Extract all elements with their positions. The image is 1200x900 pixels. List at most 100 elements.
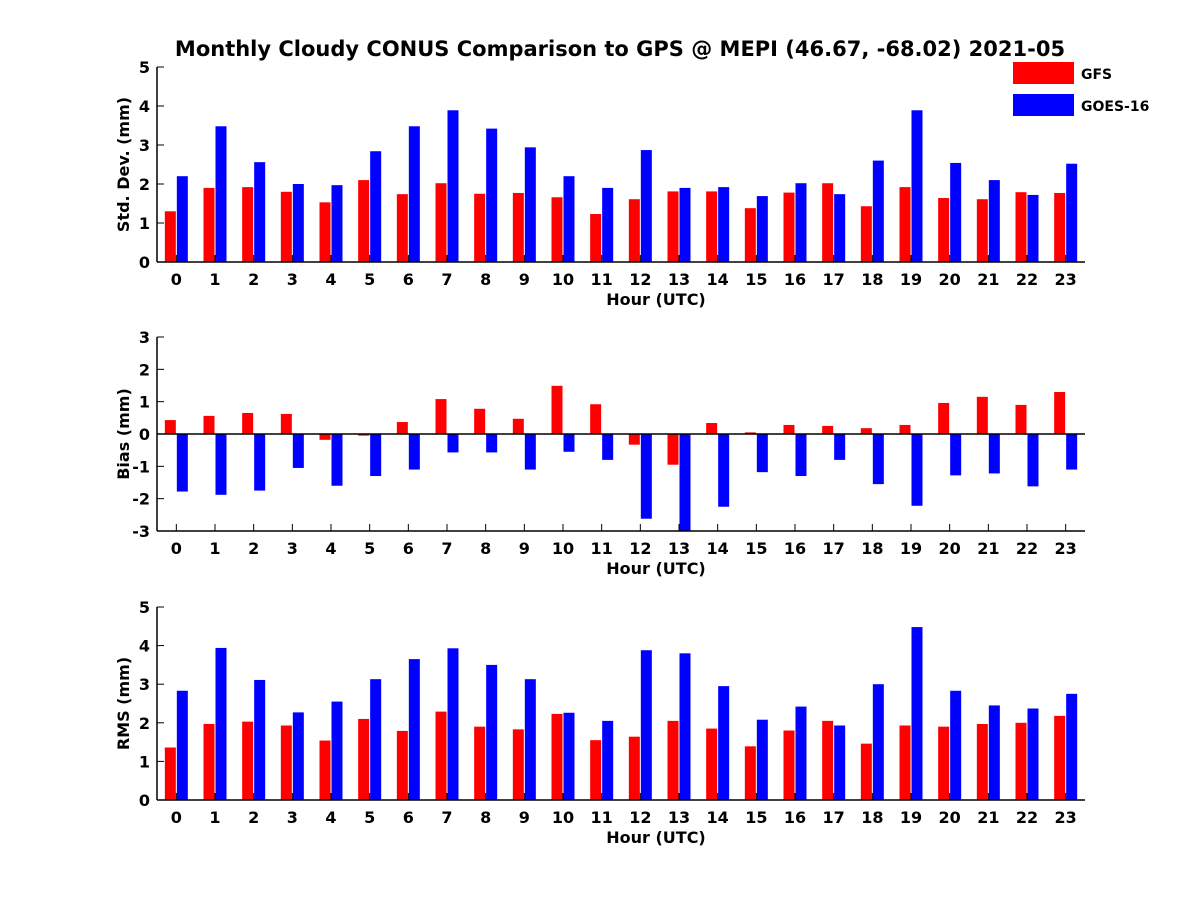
y-tick-label: -2 (132, 490, 150, 509)
bar-gfs-hour-3 (280, 413, 292, 434)
bar-goes-16-hour-22 (1027, 434, 1039, 487)
x-tick-label: 15 (745, 270, 767, 289)
bar-goes-16-hour-17 (834, 194, 846, 262)
bar-goes-16-hour-20 (950, 162, 962, 262)
bar-gfs-hour-3 (280, 191, 292, 262)
bar-gfs-hour-1 (203, 187, 215, 262)
bar-gfs-hour-11 (590, 740, 602, 800)
x-tick-label: 19 (900, 808, 922, 827)
bar-gfs-hour-15 (744, 432, 756, 434)
x-tick-label: 13 (668, 270, 690, 289)
bar-gfs-hour-2 (242, 412, 254, 434)
bar-gfs-hour-18 (860, 206, 872, 262)
bar-goes-16-hour-1 (215, 434, 227, 495)
x-tick-label: 8 (480, 270, 491, 289)
x-tick-label: 15 (745, 808, 767, 827)
bar-goes-16-hour-21 (988, 705, 1000, 800)
y-axis-label: Bias (mm) (114, 388, 133, 480)
x-axis-label: Hour (UTC) (606, 828, 706, 847)
bar-goes-16-hour-14 (718, 187, 730, 262)
x-tick-label: 16 (784, 539, 806, 558)
y-tick-label: 1 (139, 214, 150, 233)
bar-gfs-hour-4 (319, 202, 331, 262)
bar-goes-16-hour-23 (1066, 434, 1078, 470)
bar-gfs-hour-19 (899, 187, 911, 262)
x-tick-label: 20 (939, 539, 961, 558)
x-tick-label: 19 (900, 539, 922, 558)
bar-gfs-hour-20 (938, 198, 950, 262)
bar-goes-16-hour-12 (640, 150, 652, 262)
bar-gfs-hour-23 (1054, 192, 1066, 262)
bar-gfs-hour-16 (783, 730, 795, 800)
x-tick-label: 3 (287, 808, 298, 827)
bar-gfs-hour-22 (1015, 192, 1027, 262)
bar-gfs-hour-16 (783, 192, 795, 262)
x-tick-label: 3 (287, 539, 298, 558)
x-tick-label: 22 (1016, 539, 1038, 558)
bar-goes-16-hour-14 (718, 686, 730, 800)
bar-gfs-hour-12 (628, 434, 640, 445)
bar-gfs-hour-7 (435, 183, 447, 262)
bar-goes-16-hour-21 (988, 180, 1000, 262)
y-tick-label: 2 (139, 360, 150, 379)
x-tick-label: 12 (629, 270, 651, 289)
bar-gfs-hour-15 (744, 746, 756, 800)
x-tick-label: 5 (364, 808, 375, 827)
bar-goes-16-hour-16 (795, 706, 807, 800)
x-tick-label: 14 (707, 539, 729, 558)
bar-gfs-hour-19 (899, 424, 911, 434)
x-tick-label: 13 (668, 808, 690, 827)
bar-goes-16-hour-20 (950, 690, 962, 800)
bar-goes-16-hour-12 (640, 434, 652, 519)
bar-gfs-hour-20 (938, 402, 950, 434)
bar-gfs-hour-11 (590, 214, 602, 262)
legend: GFS GOES-16 (1013, 62, 1149, 116)
bar-gfs-hour-22 (1015, 722, 1027, 800)
bar-goes-16-hour-18 (872, 434, 884, 485)
bar-gfs-hour-23 (1054, 715, 1066, 800)
y-tick-label: -3 (132, 522, 150, 541)
x-tick-label: 9 (519, 539, 530, 558)
x-tick-label: 23 (1055, 270, 1077, 289)
bar-goes-16-hour-3 (292, 712, 304, 800)
bar-gfs-hour-10 (551, 713, 563, 800)
bar-gfs-hour-7 (435, 711, 447, 800)
bar-goes-16-hour-17 (834, 434, 846, 460)
bar-goes-16-hour-18 (872, 684, 884, 800)
bar-gfs-hour-12 (628, 199, 640, 262)
bar-goes-16-hour-8 (486, 664, 498, 800)
x-tick-label: 17 (823, 270, 845, 289)
bar-goes-16-hour-0 (176, 434, 188, 492)
x-tick-label: 0 (171, 270, 182, 289)
bar-goes-16-hour-23 (1066, 163, 1078, 262)
x-tick-label: 22 (1016, 808, 1038, 827)
bar-goes-16-hour-7 (447, 110, 459, 262)
x-tick-label: 9 (519, 270, 530, 289)
x-tick-label: 4 (325, 539, 336, 558)
bar-gfs-hour-8 (474, 408, 486, 434)
x-tick-label: 14 (707, 808, 729, 827)
y-tick-label: 2 (139, 714, 150, 733)
bar-gfs-hour-7 (435, 399, 447, 434)
bar-gfs-hour-13 (667, 191, 679, 262)
bar-goes-16-hour-11 (602, 187, 614, 262)
x-tick-label: 5 (364, 270, 375, 289)
bar-goes-16-hour-19 (911, 110, 923, 262)
x-tick-label: 4 (325, 270, 336, 289)
bar-gfs-hour-18 (860, 743, 872, 800)
bar-goes-16-hour-3 (292, 184, 304, 262)
bar-gfs-hour-14 (706, 728, 718, 800)
bar-gfs-hour-10 (551, 197, 563, 262)
x-tick-label: 3 (287, 270, 298, 289)
bar-gfs-hour-9 (512, 192, 524, 262)
bar-goes-16-hour-7 (447, 648, 459, 800)
x-tick-label: 22 (1016, 270, 1038, 289)
x-tick-label: 20 (939, 270, 961, 289)
x-tick-label: 2 (248, 808, 259, 827)
bar-goes-16-hour-12 (640, 650, 652, 800)
bar-goes-16-hour-13 (679, 187, 691, 262)
y-tick-label: 4 (139, 637, 150, 656)
bar-goes-16-hour-7 (447, 434, 459, 453)
bar-goes-16-hour-15 (756, 434, 768, 473)
